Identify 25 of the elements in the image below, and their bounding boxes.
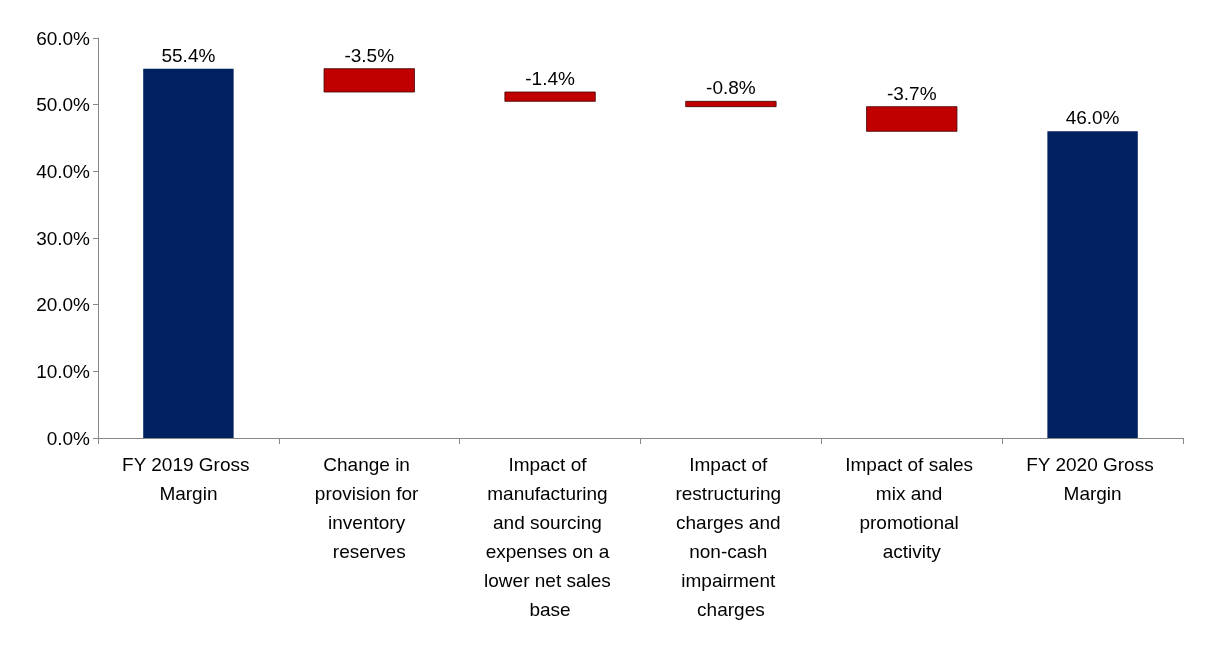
data-label: -3.5%	[344, 44, 395, 66]
x-tick-label: Impact of sales mix and promotional activity	[845, 454, 979, 562]
bar	[866, 106, 958, 132]
x-tick-label: FY 2019 Gross Margin	[122, 454, 255, 504]
y-tick-label: 40.0%	[36, 160, 91, 182]
bar	[1047, 131, 1138, 438]
bar	[143, 68, 234, 438]
data-label: -1.4%	[525, 68, 575, 89]
data-label: -0.8%	[706, 77, 756, 99]
x-tick-label: Impact of manufacturing and sourcing expenses on a lower net sales base	[484, 454, 617, 620]
bar	[504, 91, 596, 102]
data-label: 46.0%	[1065, 107, 1120, 129]
x-tick-label: Change in provision for inventory reserves	[314, 454, 424, 562]
y-tick-label: 60.0%	[36, 27, 91, 49]
data-label: 55.4%	[161, 44, 216, 66]
bar	[323, 68, 415, 93]
x-tick-label: Impact of restructuring charges and non-cash impairment charges	[675, 454, 787, 620]
y-tick-label: 0.0%	[46, 427, 91, 449]
x-tick-label: FY 2020 Gross Margin	[1026, 454, 1159, 504]
y-tick-label: 20.0%	[36, 294, 91, 316]
data-label: -3.7%	[886, 82, 937, 104]
y-tick-label: 10.0%	[36, 360, 91, 382]
y-tick-label: 30.0%	[36, 227, 91, 249]
y-tick-label: 50.0%	[36, 94, 91, 116]
bar	[685, 100, 777, 108]
